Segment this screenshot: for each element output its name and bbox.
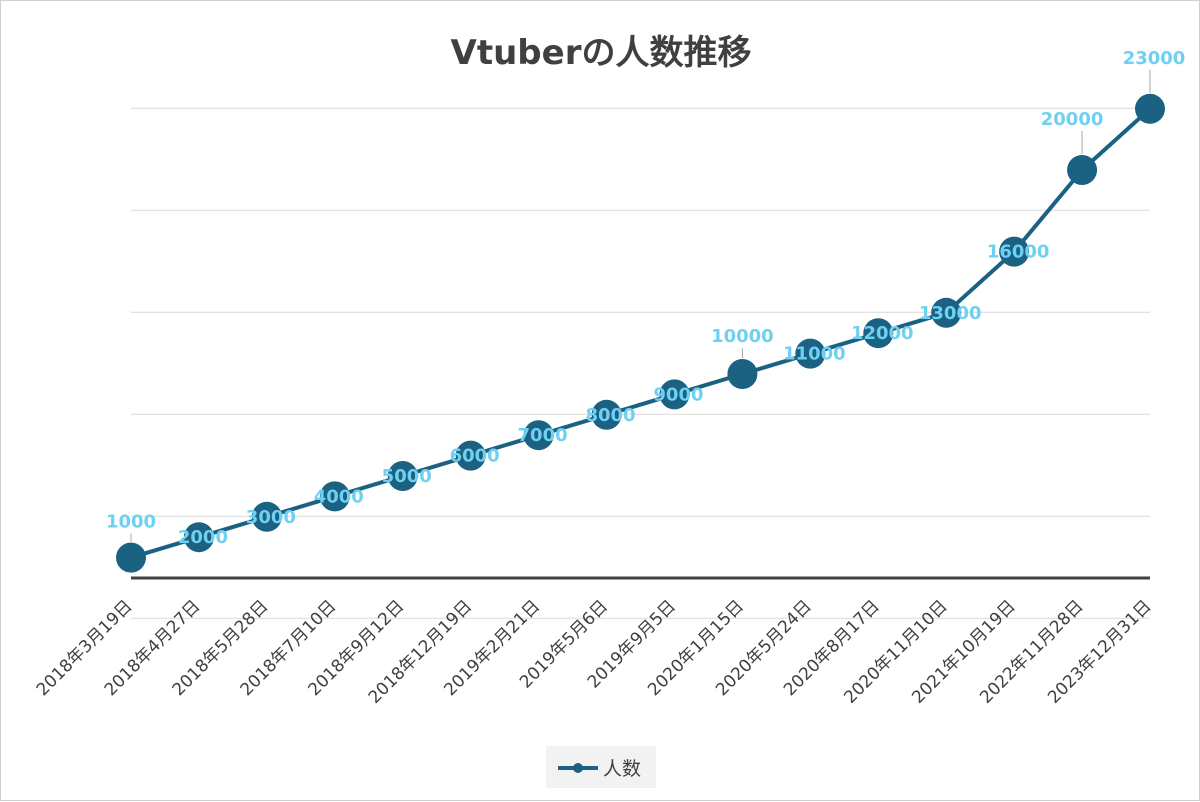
data-label: 4000 [314, 486, 364, 507]
data-point [863, 318, 894, 349]
data-point [1067, 155, 1098, 185]
data-point [795, 338, 826, 369]
data-point [523, 420, 554, 451]
data-point [591, 399, 622, 430]
data-label: 10000 [711, 326, 774, 347]
data-point [387, 461, 418, 491]
data-point [659, 379, 690, 410]
data-label: 13000 [919, 303, 982, 324]
data-labels: 1000 2000 3000 4000 5000 6000 7000 8000 9000 1000… [106, 48, 1185, 548]
data-label: 12000 [851, 323, 914, 344]
data-point [727, 359, 758, 389]
data-label: 3000 [246, 507, 296, 528]
legend-dot-marker [573, 763, 583, 773]
data-label: 23000 [1123, 48, 1186, 69]
data-point [931, 297, 962, 328]
data-label: 11000 [783, 344, 846, 365]
gridlines [131, 107, 1150, 619]
x-axis-tick-labels: 2018年3月19日2018年4月27日2018年5月28日2018年7月10日… [33, 596, 1156, 707]
data-point [183, 522, 214, 553]
data-point [455, 440, 486, 471]
data-label: 2000 [178, 527, 228, 548]
data-point [251, 501, 282, 532]
data-point [999, 236, 1030, 267]
series-line [130, 107, 1152, 560]
legend-entry-label: 人数 [603, 758, 641, 780]
data-label: 5000 [382, 466, 432, 487]
legend: 人数 [546, 746, 656, 788]
data-point [116, 542, 146, 573]
data-label: 16000 [987, 242, 1050, 263]
data-label: 20000 [1041, 109, 1104, 130]
data-label: 9000 [653, 384, 703, 405]
data-point [319, 481, 350, 512]
data-label: 6000 [450, 446, 500, 467]
series-layer [116, 93, 1165, 573]
data-label: 8000 [585, 405, 635, 426]
data-label: 7000 [518, 425, 568, 446]
data-point [1135, 93, 1165, 124]
chart-title: Vtuberの人数推移 [451, 33, 752, 73]
data-label: 1000 [106, 512, 156, 533]
